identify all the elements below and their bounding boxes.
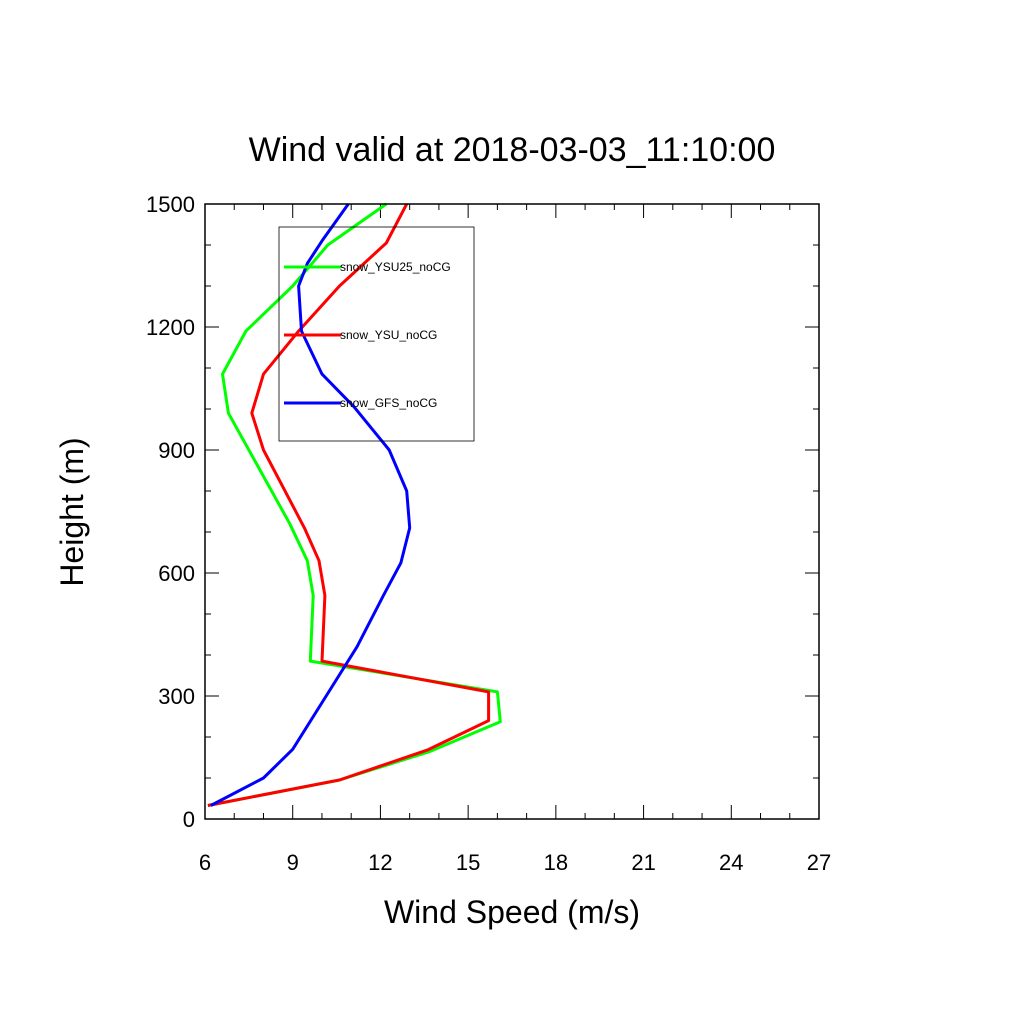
legend-label: snow_YSU_noCG [340, 328, 437, 342]
x-axis-label: Wind Speed (m/s) [384, 894, 640, 930]
series-line [210, 203, 412, 807]
y-tick-label: 1200 [146, 315, 195, 340]
x-tick-label: 12 [368, 850, 392, 875]
legend: snow_YSU25_noCG snow_YSU_noCG snow_GFS_noC… [278, 226, 475, 442]
y-tick-label: 300 [158, 684, 195, 709]
axis-ticks: 6 9 12 15 18 21 24 27 0 300 600 900 1200 1500 [146, 192, 831, 875]
series-layer [207, 202, 502, 807]
y-tick-label: 1500 [146, 192, 195, 217]
y-axis-label: Height (m) [54, 437, 90, 586]
plot-frame [204, 203, 820, 820]
x-tick-label: 24 [719, 850, 743, 875]
legend-label: snow_GFS_noCG [340, 396, 437, 410]
x-tick-label: 15 [456, 850, 480, 875]
series-line [207, 202, 502, 807]
legend-label: snow_YSU25_noCG [340, 260, 451, 274]
y-tick-label: 900 [158, 438, 195, 463]
legend-box [278, 226, 475, 442]
y-tick-label: 600 [158, 561, 195, 586]
series-line [207, 203, 491, 807]
x-tick-label: 9 [287, 850, 299, 875]
y-tick-label: 0 [183, 807, 195, 832]
x-tick-label: 21 [631, 850, 655, 875]
chart-title: Wind valid at 2018-03-03_11:10:00 [249, 131, 776, 169]
x-tick-label: 27 [807, 850, 831, 875]
x-tick-label: 18 [544, 850, 568, 875]
x-tick-label: 6 [199, 850, 211, 875]
